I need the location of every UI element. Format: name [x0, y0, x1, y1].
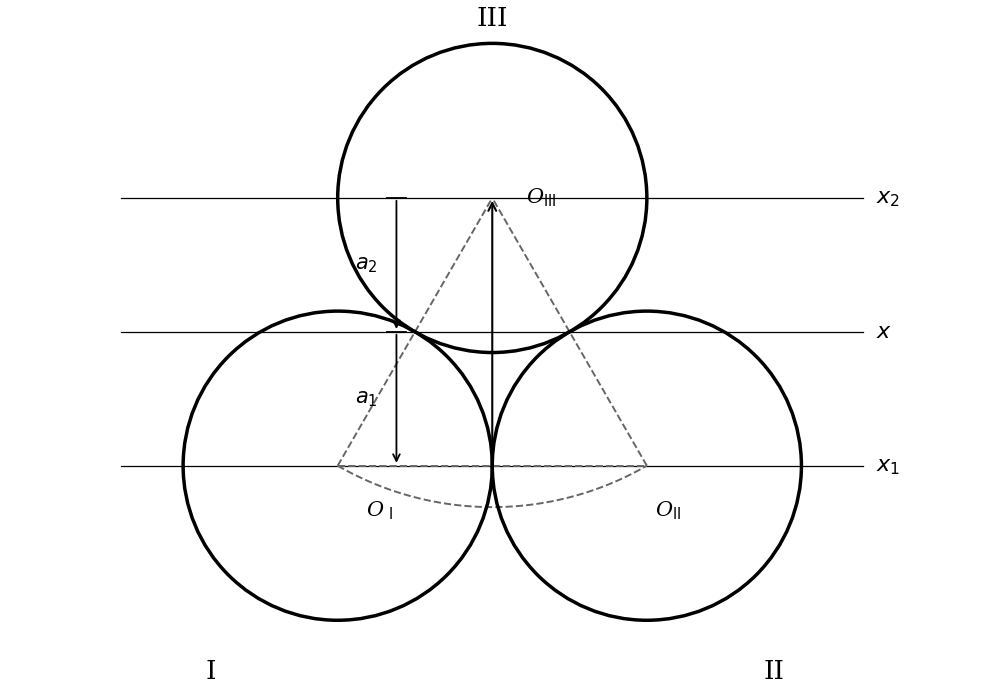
Text: O$_{\mathrm{III}}$: O$_{\mathrm{III}}$: [526, 187, 557, 209]
Text: $a_1$: $a_1$: [355, 389, 378, 408]
Text: $x_2$: $x_2$: [876, 187, 900, 209]
Text: I: I: [206, 659, 216, 684]
Text: II: II: [763, 659, 784, 684]
Text: III: III: [477, 6, 508, 31]
Text: $x$: $x$: [876, 321, 892, 343]
Text: O$_{\mathrm{\ I}}$: O$_{\mathrm{\ I}}$: [366, 500, 392, 522]
Text: $a_2$: $a_2$: [355, 255, 378, 275]
Text: O$_{\mathrm{II}}$: O$_{\mathrm{II}}$: [655, 500, 681, 522]
Text: $x_1$: $x_1$: [876, 455, 900, 477]
